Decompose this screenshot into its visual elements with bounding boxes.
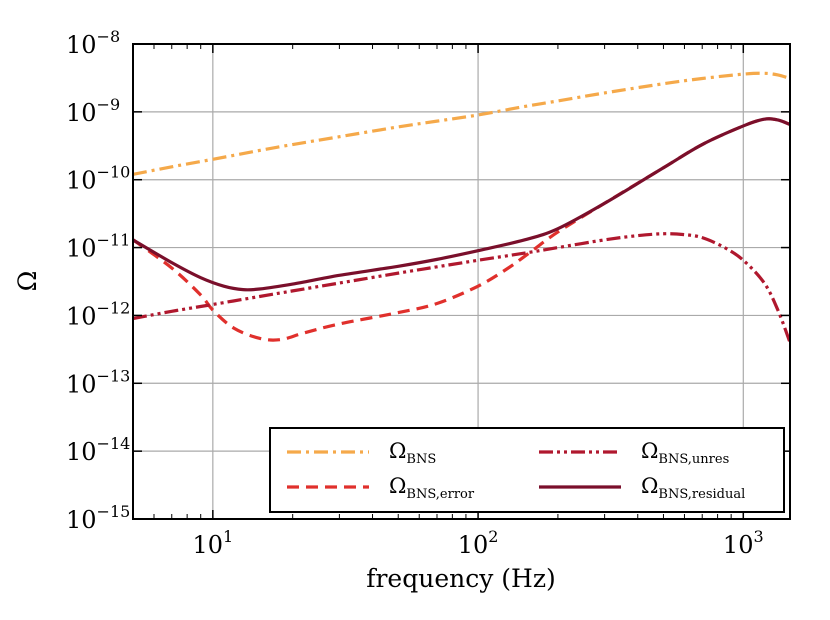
legend-box bbox=[269, 427, 785, 513]
x-axis-label: frequency (Hz) bbox=[366, 564, 556, 593]
series-line--bns-residual bbox=[133, 117, 790, 292]
legend-label-1: ΩBNS,error bbox=[389, 474, 475, 502]
y-tick-label-0: 10−8 bbox=[66, 27, 120, 59]
legend: ΩBNS ΩBNS,unres ΩBNS,error ΩBNS,residual bbox=[269, 427, 785, 513]
x-tick-labels: 101 102 103 bbox=[192, 527, 763, 559]
y-tick-label-3: 10−11 bbox=[66, 231, 130, 263]
grid bbox=[133, 44, 790, 519]
series-layer bbox=[133, 71, 790, 343]
y-tick-label-7: 10−15 bbox=[66, 502, 130, 534]
y-tick-labels: 10−8 10−9 10−10 10−11 10−12 10−13 10−14 10−15 bbox=[66, 27, 130, 534]
series-line--bns-error bbox=[133, 117, 790, 342]
x-tick-label-1: 102 bbox=[458, 527, 499, 559]
x-tick-label-2: 103 bbox=[723, 527, 764, 559]
x-tick-label-0: 101 bbox=[192, 527, 233, 559]
series-line--bns-unres bbox=[133, 232, 790, 343]
plot-frame bbox=[132, 43, 791, 520]
y-tick-label-2: 10−10 bbox=[66, 163, 130, 195]
y-axis-label: Ω bbox=[13, 271, 42, 292]
legend-label-0: ΩBNS bbox=[389, 439, 436, 467]
ticks bbox=[132, 43, 790, 520]
y-tick-label-5: 10−13 bbox=[66, 366, 130, 398]
y-tick-label-6: 10−14 bbox=[66, 434, 130, 466]
legend-label-3: ΩBNS,residual bbox=[641, 474, 745, 502]
legend-label-2: ΩBNS,unres bbox=[641, 439, 729, 467]
y-tick-label-1: 10−9 bbox=[66, 95, 120, 127]
y-tick-label-4: 10−12 bbox=[66, 298, 130, 330]
